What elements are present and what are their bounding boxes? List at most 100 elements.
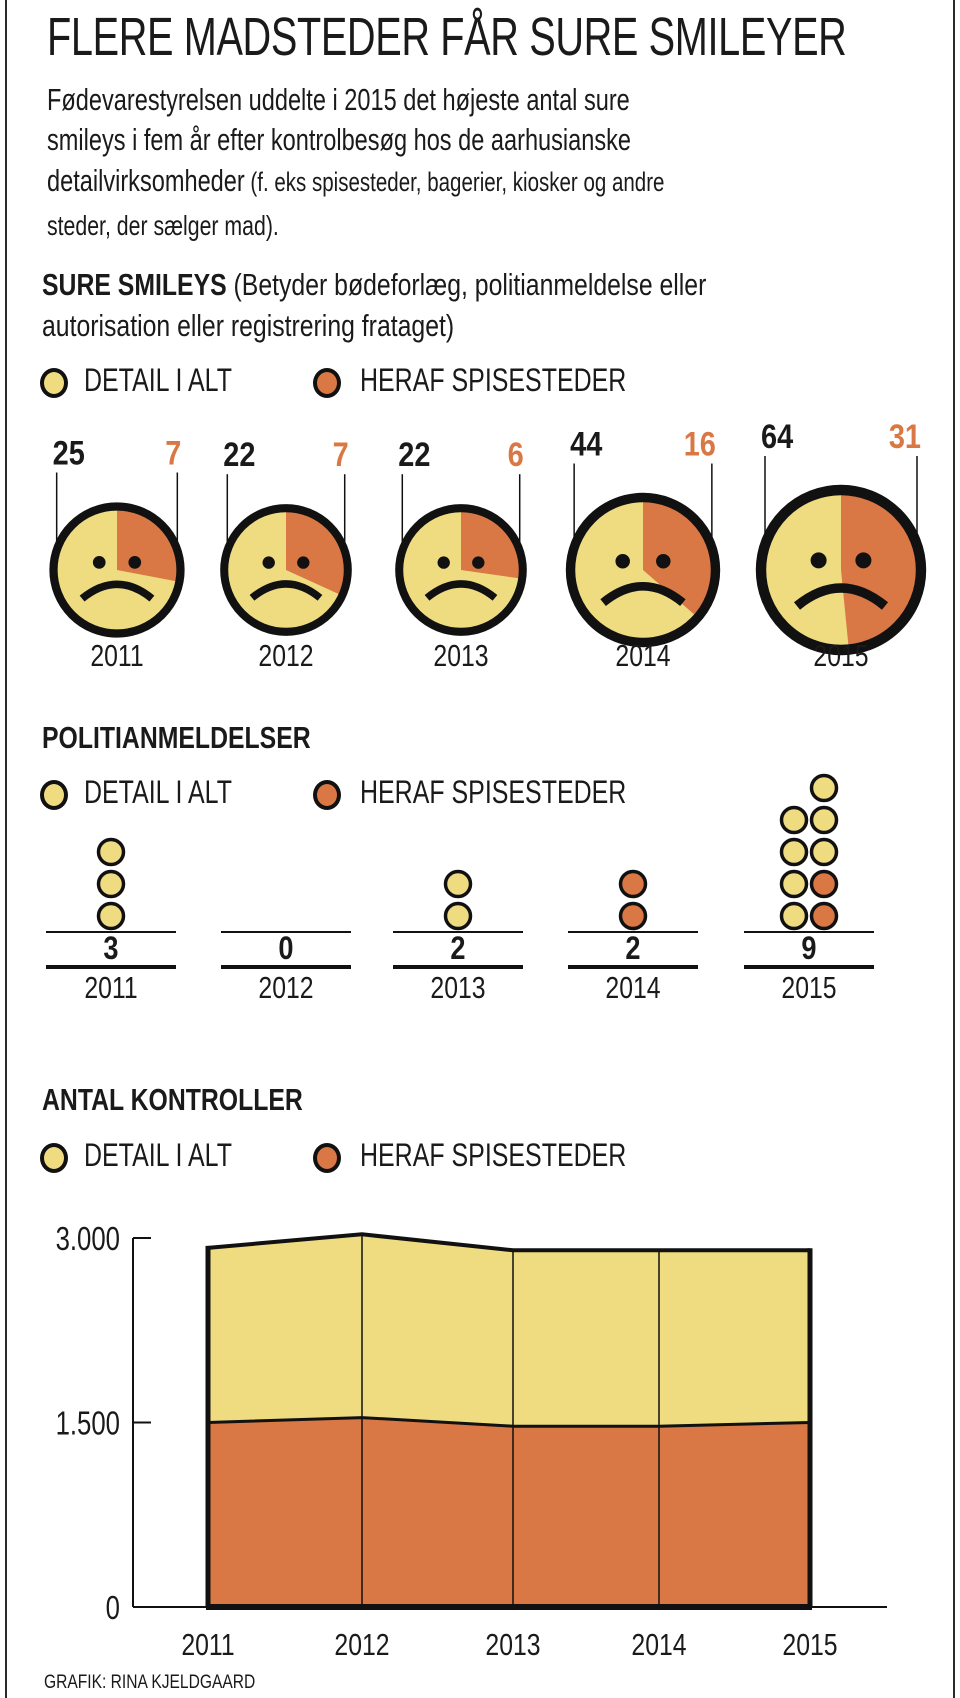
yellow-circle-icon [40, 780, 68, 810]
sure-smileys-note-1: (Betyder bødeforlæg, politianmeldelse el… [226, 267, 707, 302]
value-spisesteder-2015: 31 [889, 417, 921, 456]
x-tick-label-2013: 2013 [485, 1627, 540, 1661]
value-total-2011: 25 [53, 433, 85, 472]
dot-spisesteder [809, 901, 839, 931]
intro-line-3-small: (f. eks spisesteder, bagerier, kiosker o… [244, 167, 665, 197]
intro-line-4: steder, der sælger mad). [47, 210, 279, 241]
politi-total-2011: 3 [103, 931, 118, 967]
smiley-eye-left [262, 556, 275, 569]
smiley-2012: 22 7 2012 [220, 435, 352, 673]
sure-smileys-chart: 25 7 2011 22 7 2012 22 6 2013 44 16 2014 64 31 2015 [49, 417, 927, 673]
kontroller-heading-line: ANTAL KONTROLLER [42, 1082, 303, 1118]
value-spisesteder-2014: 16 [684, 424, 716, 463]
smiley-outline-2012 [220, 504, 352, 636]
value-spisesteder-2013: 6 [508, 435, 524, 474]
y-tick-label: 1.500 [56, 1406, 120, 1443]
smiley-2015: 64 31 2015 [755, 417, 927, 673]
sure-smileys-heading-line: SURE SMILEYS (Betyder bødeforlæg, politi… [42, 267, 706, 303]
smiley-mouth [424, 580, 498, 601]
smiley-mouth [249, 580, 323, 601]
smiley-mouth [600, 581, 686, 607]
year-label-2011: 2011 [84, 970, 137, 1004]
dot-detail [443, 901, 473, 931]
year-label-2012: 2012 [258, 970, 313, 1004]
year-label-2014: 2014 [605, 970, 660, 1004]
politi-total-2012: 0 [278, 931, 293, 967]
yellow-circle-icon [40, 1143, 68, 1173]
dot-detail [779, 837, 809, 867]
y-tick-label: 3.000 [56, 1221, 120, 1258]
intro-line-2: smileys i fem år efter kontrolbesøg hos … [47, 122, 632, 157]
smiley-2011: 25 7 2011 [49, 433, 185, 673]
politi-heading-line: POLITIANMELDELSER [42, 720, 311, 756]
orange-circle-icon [313, 780, 341, 810]
frame-border-right [953, 0, 955, 1698]
dot-detail [809, 837, 839, 867]
dot-detail [96, 869, 126, 899]
year-label-2013: 2013 [433, 638, 488, 672]
area-heraf-spisesteder [208, 1417, 810, 1607]
intro-line-1: Fødevarestyrelsen uddelte i 2015 det høj… [47, 82, 630, 117]
year-label-2012: 2012 [258, 638, 313, 672]
sure-smileys-note-2: autorisation eller registrering frataget… [42, 308, 455, 343]
x-tick-label-2014: 2014 [631, 1627, 686, 1661]
smiley-eye-left [437, 556, 450, 569]
smiley-outline-2015 [755, 484, 927, 656]
y-tick-label: 0 [106, 1590, 120, 1627]
dot-detail [443, 869, 473, 899]
frame-border-left [5, 0, 7, 1698]
dot-detail [809, 805, 839, 835]
dot-spisesteder [618, 901, 648, 931]
legend-spisesteder-label: HERAF SPISESTEDER [360, 1137, 627, 1173]
orange-circle-icon [313, 368, 341, 398]
value-total-2015: 64 [761, 417, 794, 456]
smiley-eye-left [615, 554, 630, 569]
value-spisesteder-2011: 7 [165, 433, 181, 472]
value-total-2013: 22 [398, 435, 430, 474]
value-total-2014: 44 [570, 424, 603, 463]
smiley-mouth [793, 583, 889, 610]
politi-heading: POLITIANMELDELSER [42, 720, 311, 755]
dot-spisesteder [618, 869, 648, 899]
kontroller-heading: ANTAL KONTROLLER [42, 1082, 303, 1117]
year-label-2013: 2013 [430, 970, 485, 1004]
smiley-eye-right [656, 554, 671, 569]
politi-total-2014: 2 [625, 931, 640, 967]
line-detail-i-alt [207, 1232, 810, 1253]
smiley-eye-right [128, 556, 142, 569]
dot-detail [96, 901, 126, 931]
yellow-circle-icon [40, 368, 68, 398]
year-label-2015: 2015 [813, 638, 868, 672]
year-label-2014: 2014 [615, 638, 670, 672]
credit-footer: GRAFIK: RINA KJELDGAARD [44, 1672, 256, 1693]
smiley-eye-right [472, 556, 485, 569]
dot-detail [779, 805, 809, 835]
smiley-2014: 44 16 2014 [565, 424, 721, 673]
dot-detail [809, 773, 839, 803]
legend-spisesteder-label: HERAF SPISESTEDER [360, 774, 627, 810]
sure-smileys-heading: SURE SMILEYS [42, 267, 227, 302]
orange-circle-icon [313, 1143, 341, 1173]
x-tick-label-2015: 2015 [782, 1627, 837, 1661]
value-total-2012: 22 [223, 435, 255, 474]
smiley-mouth [79, 580, 155, 602]
intro-line-3: detailvirksomheder (f. eks spisesteder, … [47, 163, 664, 199]
legend-detail-label: DETAIL I ALT [84, 774, 232, 810]
dot-spisesteder [809, 869, 839, 899]
value-spisesteder-2012: 7 [333, 435, 349, 474]
line-heraf-spisesteder [207, 1416, 811, 1428]
politi-total-2013: 2 [450, 931, 465, 967]
smiley-outline-2014 [565, 492, 721, 648]
legend-spisesteder-label: HERAF SPISESTEDER [360, 362, 627, 398]
dot-detail [779, 869, 809, 899]
dot-detail [779, 901, 809, 931]
smiley-eye-right [297, 556, 310, 569]
smiley-eye-left [92, 556, 106, 569]
smiley-outline-2013 [395, 504, 527, 636]
year-label-2011: 2011 [90, 638, 143, 672]
